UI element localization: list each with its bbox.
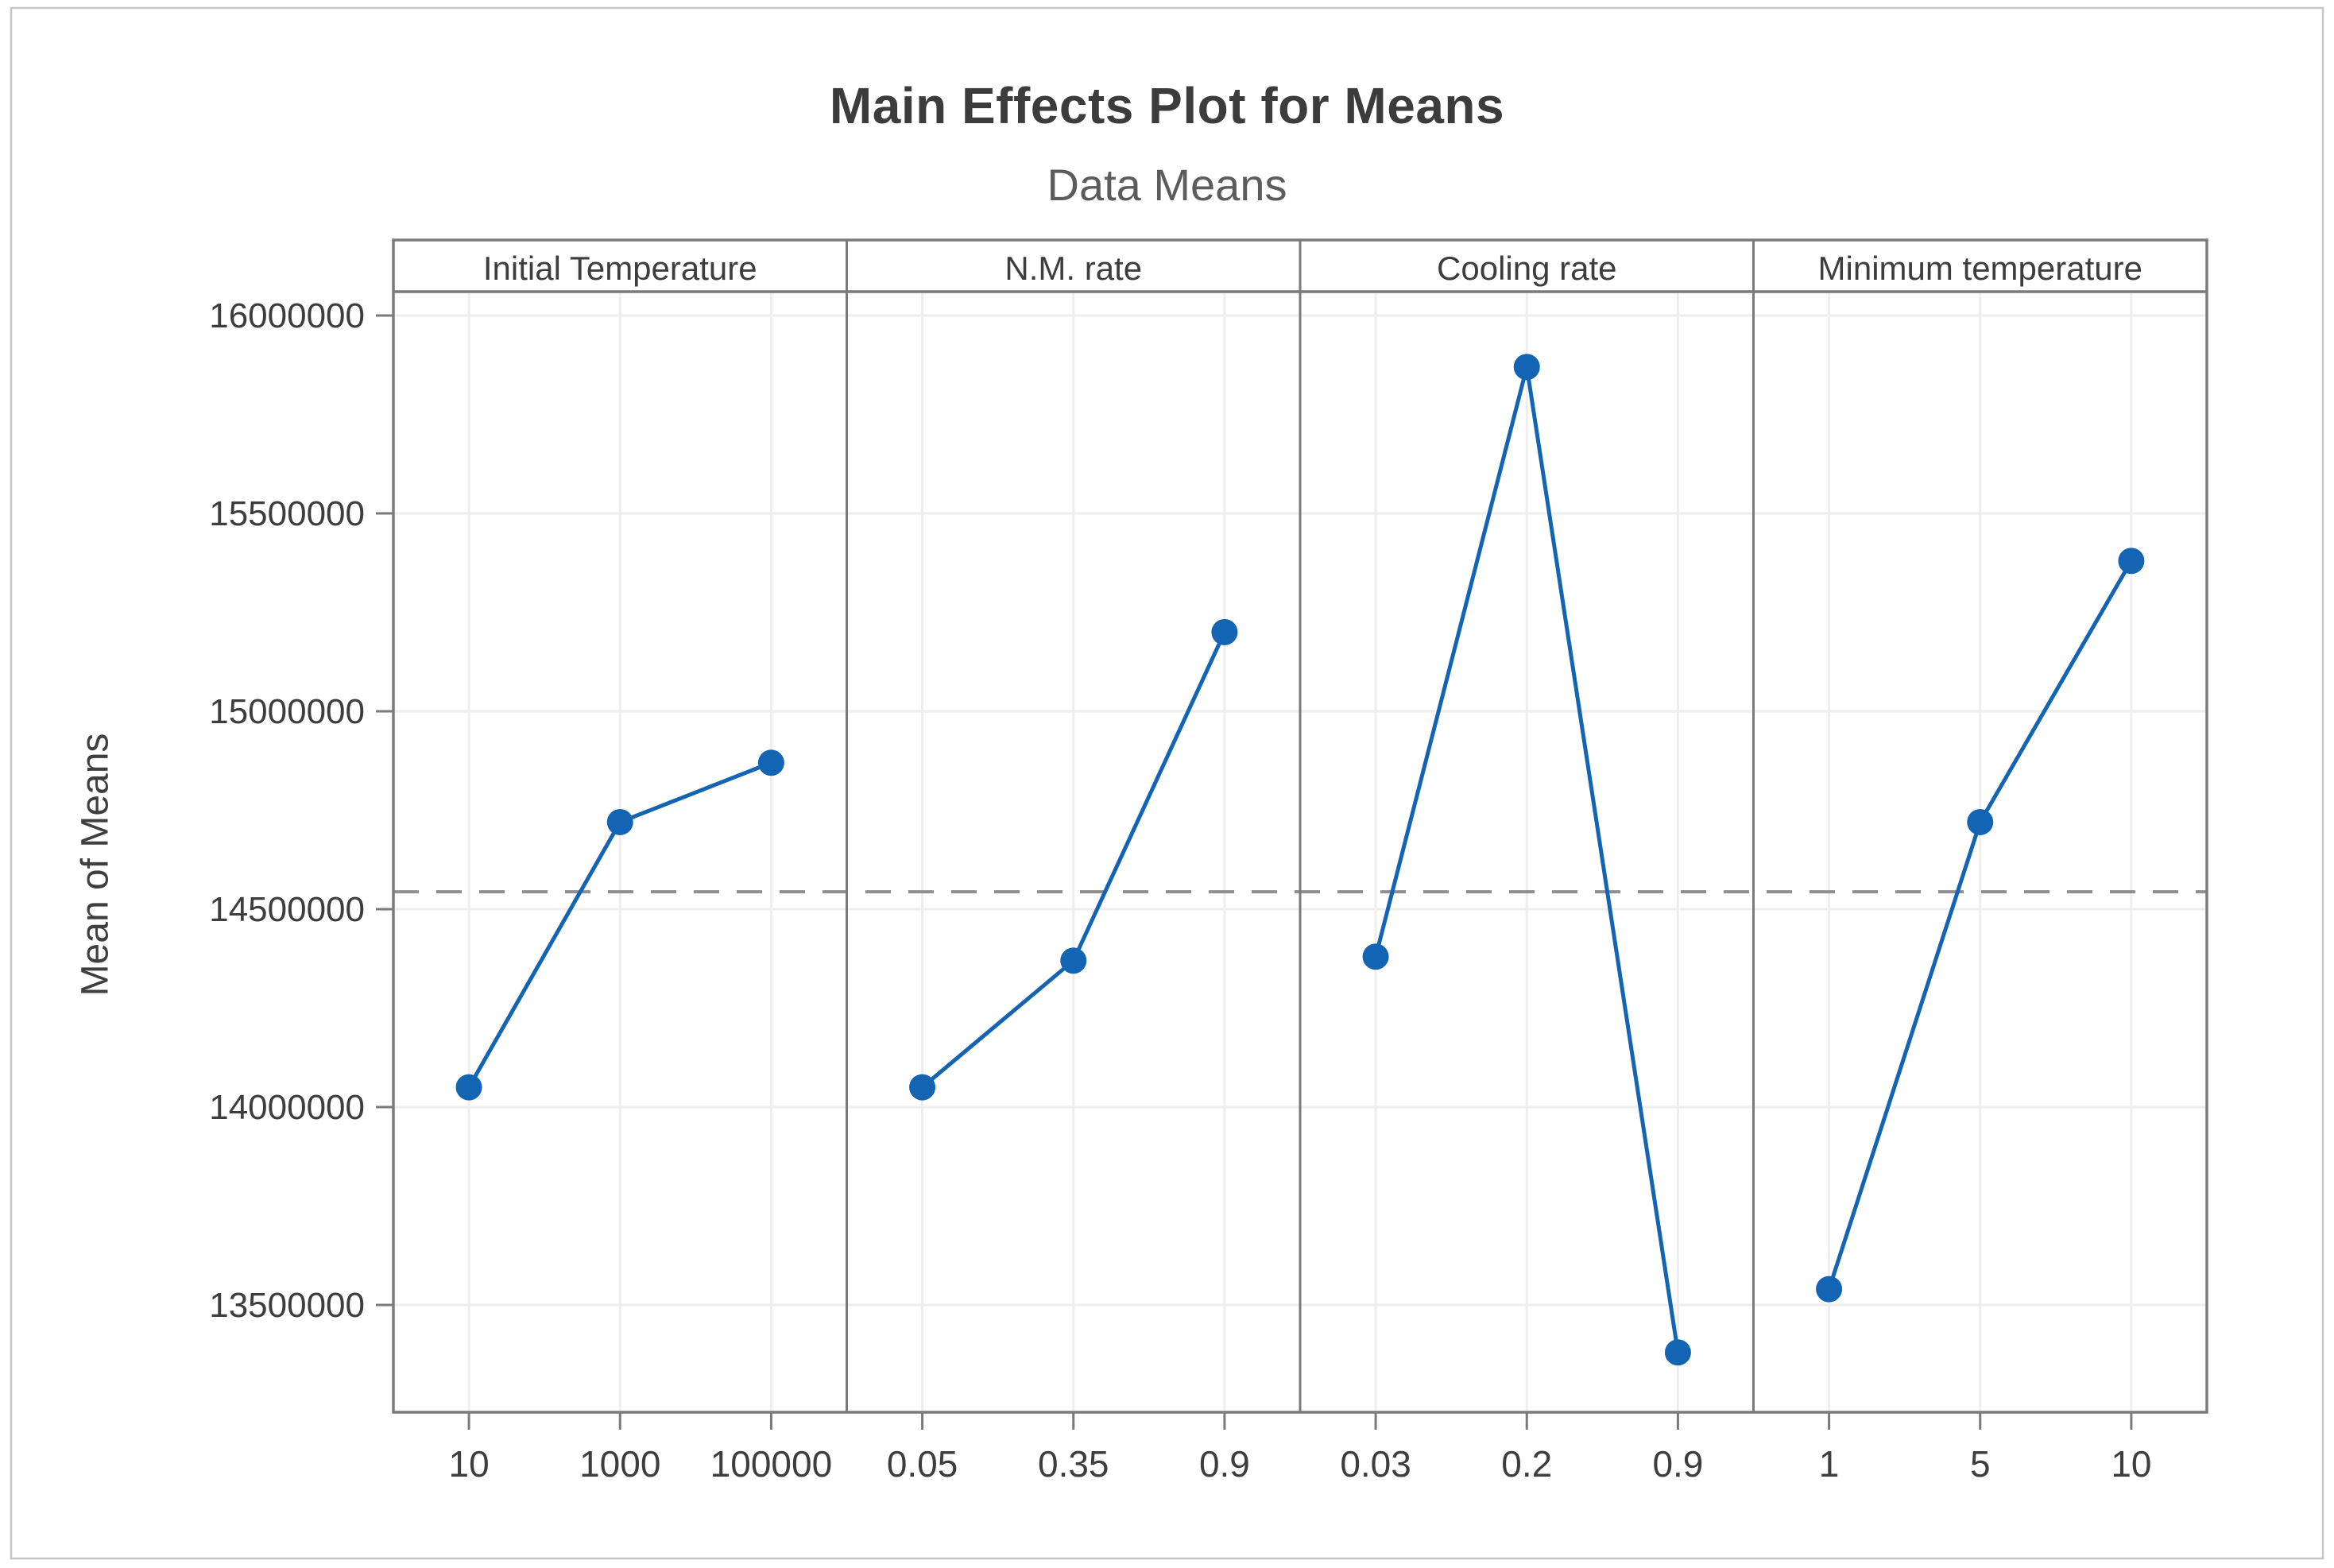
x-tick-label: 0.9	[1652, 1443, 1703, 1485]
x-tick-label: 0.35	[1038, 1443, 1109, 1485]
panel-header-label: Initial Temperature	[483, 250, 757, 287]
x-tick-label: 0.03	[1340, 1443, 1411, 1485]
data-point	[606, 808, 633, 835]
x-tick-label: 1000	[579, 1443, 660, 1485]
data-point	[1967, 808, 1994, 835]
data-point	[2118, 548, 2145, 575]
panel-header-label: Minimum temperature	[1818, 250, 2142, 287]
figure-border	[10, 6, 2324, 1560]
data-point	[1816, 1276, 1843, 1303]
x-tick-label: 0.2	[1501, 1443, 1552, 1485]
y-tick-label: 15000000	[209, 692, 365, 731]
x-tick-label: 10	[2111, 1443, 2151, 1485]
panel-header-label: Cooling rate	[1437, 250, 1616, 287]
data-point	[1362, 943, 1389, 970]
data-point	[1060, 947, 1087, 974]
data-point	[1664, 1339, 1691, 1366]
panel-header-label: N.M. rate	[1004, 250, 1142, 287]
x-tick-label: 1	[1819, 1443, 1840, 1485]
x-tick-label: 0.05	[887, 1443, 958, 1485]
x-tick-label: 100000	[710, 1443, 833, 1485]
data-point	[1211, 618, 1238, 645]
y-tick-label: 13500000	[209, 1286, 365, 1325]
y-axis-title: Mean of Means	[74, 733, 117, 997]
data-point	[1513, 354, 1540, 381]
y-tick-label: 14500000	[209, 890, 365, 929]
x-tick-label: 0.9	[1199, 1443, 1250, 1485]
x-tick-label: 5	[1970, 1443, 1991, 1485]
x-tick-label: 10	[448, 1443, 489, 1485]
chart-title: Main Effects Plot for Means	[829, 77, 1505, 134]
data-point	[455, 1074, 482, 1101]
data-point	[757, 749, 784, 776]
y-tick-label: 15500000	[209, 494, 365, 533]
chart-subtitle: Data Means	[1047, 160, 1287, 210]
y-tick-label: 16000000	[209, 296, 365, 335]
y-tick-label: 14000000	[209, 1088, 365, 1127]
data-point	[909, 1074, 936, 1101]
